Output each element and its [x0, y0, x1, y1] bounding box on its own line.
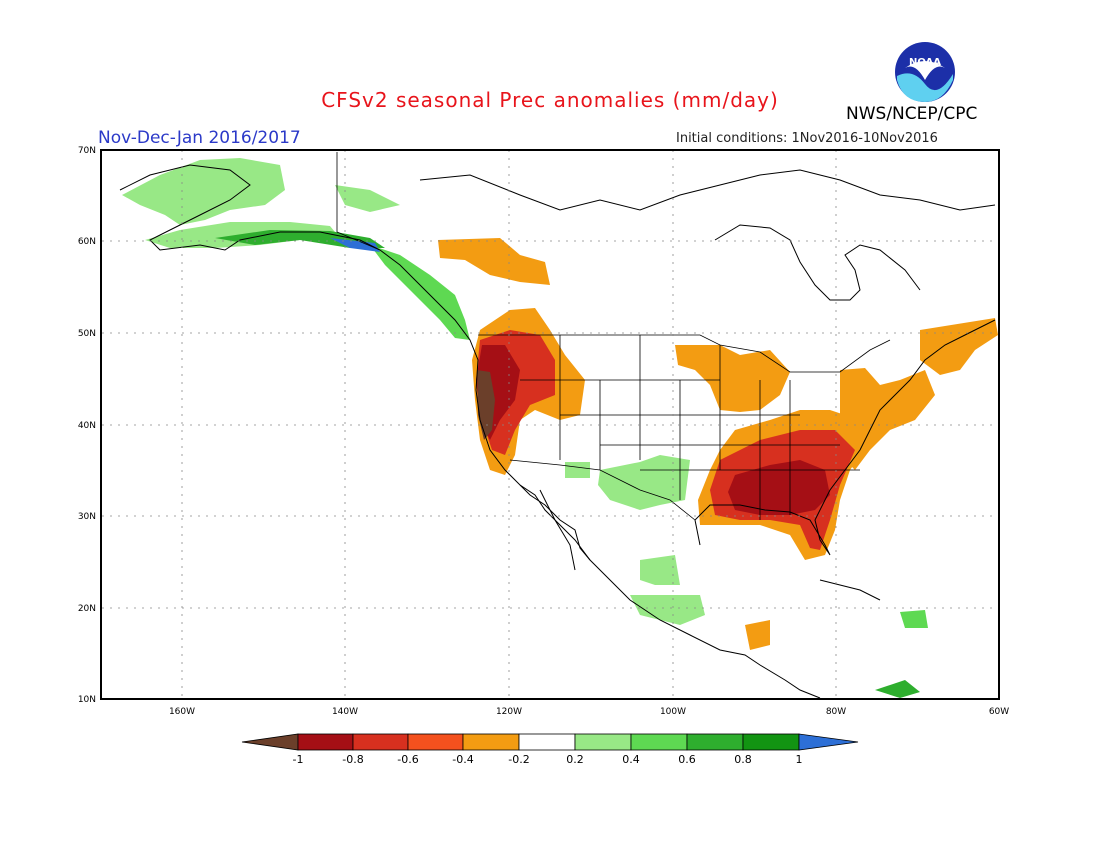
lon-label: 80W: [826, 707, 846, 717]
lat-label: 20N: [78, 604, 96, 614]
lat-label: 50N: [78, 329, 96, 339]
colorbar-segment: [352, 733, 409, 751]
wet-patch-yukon: [335, 185, 400, 212]
border-us-canada: [478, 334, 891, 373]
wet-patch-mexico: [640, 555, 680, 585]
colorbar-segment: [686, 733, 744, 751]
lat-label: 30N: [78, 512, 96, 522]
colorbar-label: 0.6: [678, 753, 696, 766]
lon-label: 140W: [332, 707, 358, 717]
wet-patch-bc-blue: [330, 238, 380, 252]
coastlines: [119, 164, 996, 699]
colorbar-label: -0.8: [342, 753, 363, 766]
border-us-mexico: [509, 459, 696, 521]
wet-patch-yucatan: [745, 620, 770, 650]
wet-patch-texas: [598, 455, 690, 510]
coastline-arctic: [419, 169, 996, 211]
colorbar-label: -0.4: [452, 753, 473, 766]
lat-label: 60N: [78, 237, 96, 247]
lat-axis: 70N 60N 50N 40N 30N 20N 10N: [78, 146, 96, 705]
coastline-mexico-west: [519, 484, 591, 561]
coastline-hudson: [714, 224, 921, 301]
colorbar-label: 1: [796, 753, 803, 766]
colorbar-segment: [462, 733, 520, 751]
graticule: [102, 150, 998, 698]
coastline-alaska: [119, 164, 821, 699]
colorbar-label: -1: [293, 753, 304, 766]
wet-patch-central-america: [630, 595, 705, 625]
colorbar-label: 0.4: [622, 753, 640, 766]
org-label: NWS/NCEP/CPC: [846, 104, 978, 124]
colorbar-segment: [407, 733, 464, 751]
colorbar-label: -0.2: [508, 753, 529, 766]
dry-patch-canada: [438, 238, 550, 285]
wet-patch-bc-coast: [370, 245, 470, 340]
wet-patch-alaska: [122, 158, 285, 225]
dry-patch-midwest: [675, 345, 790, 412]
lon-label: 120W: [496, 707, 522, 717]
colorbar-left-arrow: [241, 733, 299, 751]
lat-label: 40N: [78, 421, 96, 431]
wet-patch-southwest: [565, 462, 590, 478]
coastline-baja: [539, 489, 576, 571]
colorbar-right-arrow: [798, 733, 859, 751]
lon-label: 60W: [989, 707, 1009, 717]
colorbar: -1 -0.8 -0.6 -0.4 -0.2 0.2 0.4 0.6 0.8 1: [241, 733, 859, 766]
chart-title: CFSv2 seasonal Prec anomalies (mm/day): [321, 88, 779, 112]
dry-patch-pnw-brown: [477, 370, 495, 440]
logo-text: NOAA: [909, 57, 941, 68]
colorbar-label: -0.6: [397, 753, 418, 766]
colorbar-segment: [742, 733, 800, 751]
dry-patch-maritimes: [920, 318, 998, 375]
anomaly-patches: [122, 158, 998, 698]
colorbar-segment: [297, 733, 354, 751]
lat-label: 10N: [78, 695, 96, 705]
border-alaska-canada: [336, 152, 381, 251]
dry-patch-southeast-darkred: [728, 460, 830, 515]
map-frame: [100, 149, 1000, 700]
noaa-logo: NOAA: [895, 42, 955, 102]
lon-label: 100W: [660, 707, 686, 717]
lon-axis: 160W 140W 120W 100W 80W 60W: [169, 707, 1009, 717]
colorbar-label: 0.2: [566, 753, 584, 766]
coastline-cuba: [819, 579, 881, 601]
season-subtitle: Nov-Dec-Jan 2016/2017: [98, 128, 301, 148]
lat-label: 70N: [78, 146, 96, 156]
coastline-gulf: [694, 319, 996, 556]
wet-patch-caribbean: [900, 610, 928, 628]
colorbar-segment: [574, 733, 632, 751]
lon-label: 160W: [169, 707, 195, 717]
initial-conditions: Initial conditions: 1Nov2016-10Nov2016: [676, 131, 938, 146]
colorbar-segment: [630, 733, 688, 751]
colorbar-label: 0.8: [734, 753, 752, 766]
wet-patch-south-america: [875, 680, 920, 698]
colorbar-segment: [518, 733, 576, 751]
